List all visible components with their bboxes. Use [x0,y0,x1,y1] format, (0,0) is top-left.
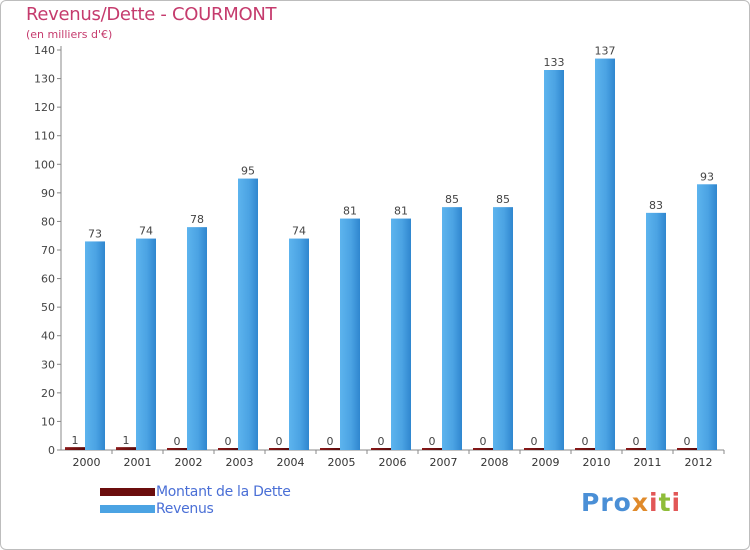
data-label-revenus: 93 [700,170,714,183]
y-tick-label: 50 [41,301,55,314]
y-tick-label: 130 [34,73,55,86]
bar-dette [677,448,697,450]
y-tick-label: 120 [34,101,55,114]
y-tick-label: 100 [34,158,55,171]
data-label-revenus: 95 [241,165,255,178]
bar-dette [575,448,595,450]
x-tick-label: 2005 [328,456,356,469]
bar-dette [371,448,391,450]
data-label-dette: 0 [633,435,640,448]
x-tick-label: 2007 [430,456,458,469]
y-tick-label: 0 [48,444,55,457]
bar-dette [473,448,493,450]
data-label-dette: 0 [582,435,589,448]
data-label-dette: 0 [327,435,334,448]
bar-revenus [442,207,462,450]
bar-dette [269,448,289,450]
data-label-dette: 0 [684,435,691,448]
bar-dette [167,448,187,450]
data-label-revenus: 133 [544,56,565,69]
legend-swatch-revenus [100,505,155,513]
data-label-revenus: 74 [139,225,153,238]
x-tick-label: 2000 [73,456,101,469]
data-label-dette: 0 [429,435,436,448]
bar-dette [320,448,340,450]
x-tick-label: 2010 [583,456,611,469]
bar-revenus [391,218,411,450]
legend-label-revenus: Revenus [156,501,214,517]
chart-subtitle: (en milliers d'€) [26,28,113,41]
data-label-revenus: 78 [190,213,204,226]
bar-revenus [595,58,615,450]
bar-revenus [697,184,717,451]
legend-swatch-dette [100,488,155,496]
y-tick-label: 30 [41,358,55,371]
data-label-revenus: 73 [88,227,102,240]
bar-revenus [85,241,105,450]
x-tick-label: 2012 [685,456,713,469]
x-tick-label: 2011 [634,456,662,469]
data-label-dette: 0 [225,435,232,448]
bar-chart: 0102030405060708090100110120130140200017… [34,44,725,469]
bar-dette [65,447,85,450]
bar-dette [626,448,646,450]
x-tick-label: 2002 [175,456,203,469]
bar-revenus [493,207,513,450]
x-tick-label: 2001 [124,456,152,469]
bar-revenus [187,227,207,450]
bar-revenus [340,218,360,450]
bar-dette [116,447,136,450]
y-tick-label: 70 [41,244,55,257]
y-tick-label: 110 [34,130,55,143]
chart-title: Revenus/Dette - COURMONT [26,4,277,25]
y-tick-label: 140 [34,44,55,57]
x-tick-label: 2006 [379,456,407,469]
data-label-revenus: 74 [292,225,306,238]
x-tick-label: 2003 [226,456,254,469]
x-tick-label: 2004 [277,456,305,469]
data-label-revenus: 85 [445,193,459,206]
data-label-dette: 0 [276,435,283,448]
y-tick-label: 40 [41,330,55,343]
bar-dette [422,448,442,450]
data-label-revenus: 137 [595,45,616,58]
legend-label-dette: Montant de la Dette [156,484,291,500]
bar-revenus [238,178,258,451]
data-label-dette: 0 [378,435,385,448]
bar-revenus [136,238,156,450]
data-label-dette: 0 [480,435,487,448]
x-tick-label: 2009 [532,456,560,469]
data-label-revenus: 85 [496,193,510,206]
data-label-dette: 1 [123,434,130,447]
data-label-dette: 0 [174,435,181,448]
data-label-dette: 1 [72,434,79,447]
y-tick-label: 90 [41,187,55,200]
data-label-revenus: 81 [343,205,357,218]
y-tick-label: 10 [41,415,55,428]
bar-revenus [646,212,666,450]
y-tick-label: 80 [41,215,55,228]
data-label-revenus: 81 [394,205,408,218]
bar-dette [524,448,544,450]
bar-revenus [544,70,564,450]
bar-revenus [289,238,309,450]
x-tick-label: 2008 [481,456,509,469]
data-label-revenus: 83 [649,199,663,212]
proxiti-logo: Proxiti [581,488,682,517]
y-tick-label: 60 [41,273,55,286]
y-tick-label: 20 [41,387,55,400]
data-label-dette: 0 [531,435,538,448]
bar-dette [218,448,238,450]
